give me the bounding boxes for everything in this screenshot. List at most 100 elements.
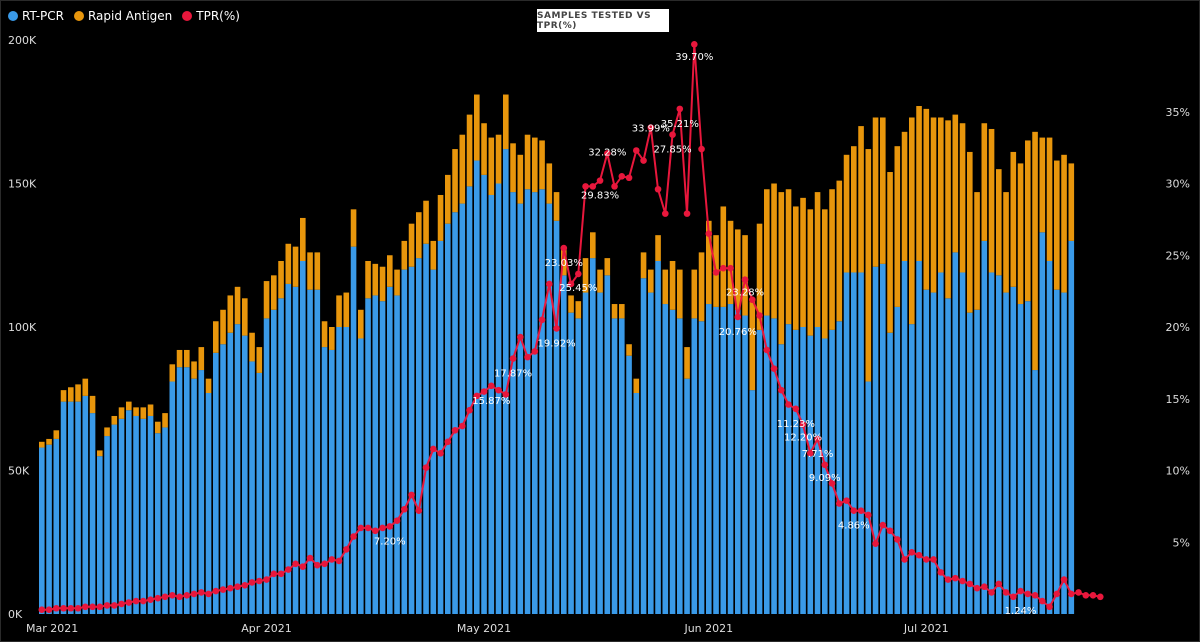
tpr-point	[111, 602, 118, 609]
bar-rapid-antigen	[909, 117, 915, 325]
bar-rapid-antigen	[633, 378, 640, 394]
tpr-point	[799, 421, 807, 428]
tpr-point	[488, 382, 495, 390]
tpr-point	[1002, 589, 1010, 596]
tpr-data-label: 9.09%	[809, 473, 841, 484]
tpr-point	[321, 560, 328, 568]
tpr-point	[1017, 587, 1024, 595]
bar-rtpcr	[510, 192, 516, 615]
bar-rapid-antigen	[416, 212, 422, 259]
tpr-point	[437, 449, 444, 457]
tpr-point	[364, 524, 372, 532]
tpr-point	[190, 590, 198, 598]
bar-rapid-antigen	[894, 146, 901, 307]
tpr-point	[263, 576, 270, 583]
bar-rapid-antigen	[742, 235, 748, 316]
bar-rtpcr	[176, 367, 183, 614]
bar-rtpcr	[227, 332, 234, 614]
bar-rapid-antigen	[46, 438, 52, 445]
y-left-tick-label: 50K	[8, 465, 30, 478]
tpr-data-label: 15.87%	[472, 396, 510, 407]
bar-rapid-antigen	[785, 189, 792, 325]
tpr-point	[422, 464, 430, 471]
tpr-point	[850, 507, 858, 514]
tpr-point	[749, 296, 756, 304]
legend-item-rapid-antigen[interactable]: Rapid Antigen	[73, 9, 172, 23]
tpr-point	[451, 427, 459, 434]
bar-rapid-antigen	[640, 252, 647, 279]
bar-rtpcr	[981, 240, 988, 614]
bar-rtpcr	[691, 318, 698, 614]
tpr-point	[125, 599, 133, 606]
bar-rtpcr	[938, 272, 944, 614]
bar-rapid-antigen	[126, 401, 132, 411]
bar-rapid-antigen	[865, 149, 872, 382]
bar-rapid-antigen	[720, 206, 727, 307]
bar-rapid-antigen	[372, 263, 379, 296]
bar-rtpcr	[278, 298, 284, 614]
x-tick-label: Mar 2021	[26, 622, 78, 635]
tpr-point	[299, 563, 307, 570]
tpr-point	[466, 406, 473, 414]
tpr-data-label: 32.28%	[588, 147, 626, 158]
bar-rapid-antigen	[213, 321, 219, 353]
bar-rtpcr	[930, 292, 937, 614]
tpr-point	[430, 445, 437, 453]
tpr-point	[633, 147, 640, 154]
legend-item-rtpcr[interactable]: RT-PCR	[8, 9, 64, 23]
bar-rapid-antigen	[829, 189, 835, 330]
tpr-data-label: 39.70%	[675, 52, 713, 63]
legend-item-tpr[interactable]: TPR(%)	[182, 9, 240, 23]
bar-rapid-antigen	[546, 163, 553, 204]
bar-rtpcr	[880, 263, 886, 614]
tpr-point	[415, 507, 423, 514]
tpr-point	[618, 173, 626, 180]
tpr-point	[770, 365, 778, 372]
bar-rtpcr	[517, 203, 524, 614]
tpr-data-label: 17.87%	[494, 369, 532, 380]
bar-rapid-antigen	[459, 134, 466, 204]
bar-rapid-antigen	[764, 189, 770, 316]
bar-rapid-antigen	[1003, 192, 1009, 293]
tpr-point	[234, 583, 241, 591]
tpr-point	[1060, 576, 1068, 583]
tpr-point	[1075, 589, 1082, 596]
tpr-point	[988, 589, 995, 596]
bar-rtpcr	[423, 243, 429, 614]
tpr-point	[778, 386, 785, 394]
tpr-point	[38, 606, 46, 613]
bar-rtpcr	[974, 309, 980, 614]
bar-rapid-antigen	[655, 235, 661, 261]
tpr-data-label: 27.85%	[653, 145, 691, 156]
tpr-point	[589, 183, 597, 190]
bar-rapid-antigen	[735, 229, 741, 310]
tpr-point	[792, 405, 800, 413]
tpr-point	[1053, 590, 1061, 598]
bar-rapid-antigen	[604, 258, 611, 276]
bar-rapid-antigen	[727, 220, 734, 305]
bar-rapid-antigen	[329, 327, 335, 350]
bar-rapid-antigen	[474, 94, 480, 161]
bar-rtpcr	[256, 372, 263, 614]
tpr-point	[785, 401, 792, 408]
bar-rtpcr	[793, 329, 799, 614]
bar-rapid-antigen	[263, 281, 270, 319]
bar-rtpcr	[604, 275, 611, 614]
bar-rapid-antigen	[539, 140, 545, 190]
bar-rtpcr	[836, 321, 843, 614]
bar-rtpcr	[996, 275, 1002, 614]
bar-rtpcr	[321, 347, 328, 614]
bar-rtpcr	[771, 318, 777, 614]
bar-rapid-antigen	[930, 117, 937, 293]
tpr-data-label: 1.24%	[1005, 606, 1037, 617]
bar-rtpcr	[75, 401, 81, 614]
tpr-point	[60, 604, 67, 612]
bar-rapid-antigen	[147, 404, 154, 416]
tpr-point	[502, 391, 510, 398]
bar-rtpcr	[307, 289, 313, 614]
bar-rapid-antigen	[169, 364, 176, 382]
tpr-point	[553, 325, 560, 332]
bar-rapid-antigen	[524, 134, 531, 190]
bar-rtpcr	[503, 149, 509, 614]
tpr-point	[67, 604, 75, 612]
